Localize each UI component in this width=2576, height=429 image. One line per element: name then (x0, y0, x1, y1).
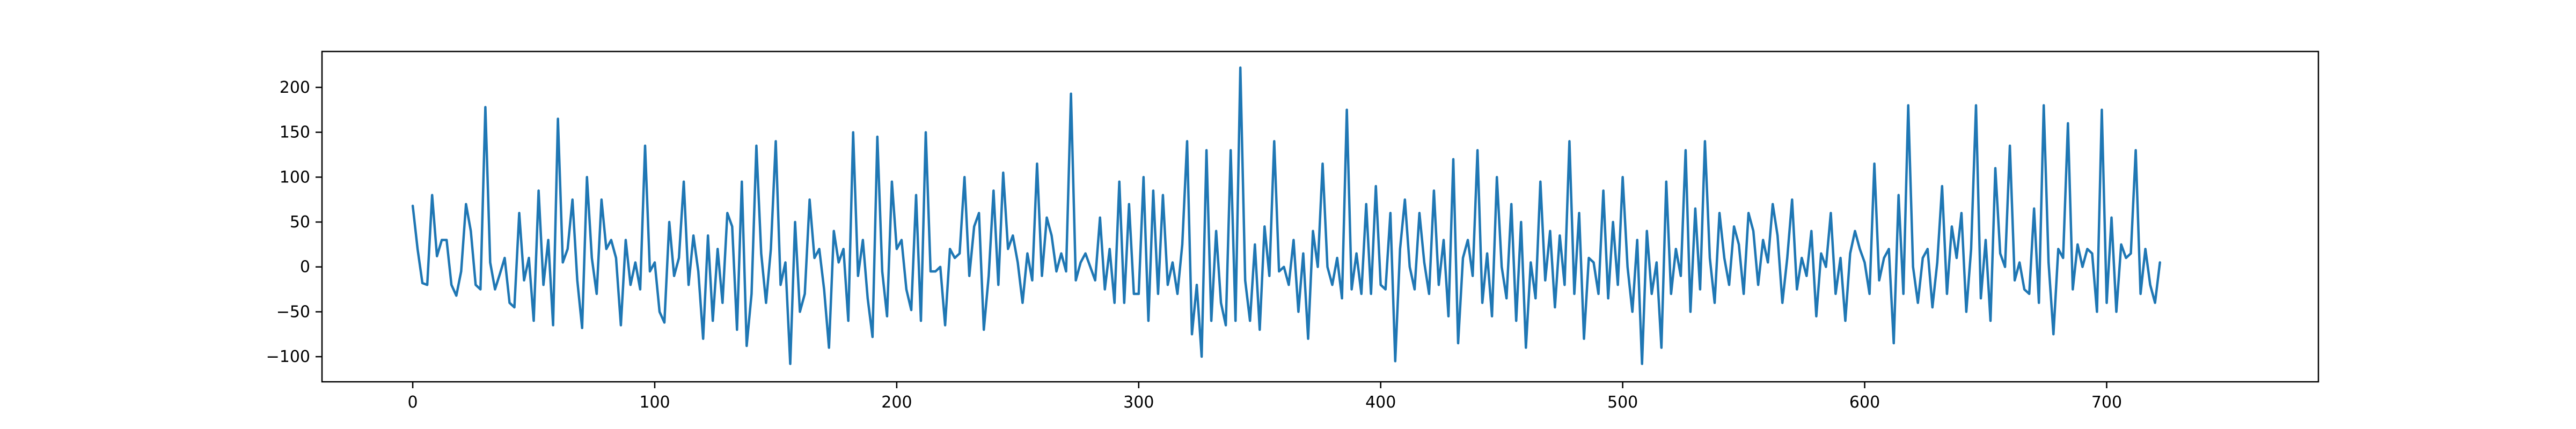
y-tick-label: −50 (276, 302, 310, 321)
y-tick-label: 200 (280, 78, 310, 97)
x-tick-label: 100 (639, 393, 670, 412)
x-tick-label: 600 (1849, 393, 1880, 412)
y-axis: −100 −50 0 50 100 150 200 (266, 78, 322, 366)
x-tick-label: 700 (2091, 393, 2122, 412)
y-tick-label: 50 (290, 213, 310, 232)
y-tick-label: 150 (280, 123, 310, 142)
x-axis: 0 100 200 300 400 500 600 700 (408, 382, 2122, 412)
x-tick-label: 300 (1123, 393, 1154, 412)
y-tick-label: 0 (300, 258, 310, 277)
y-tick-label: 100 (280, 168, 310, 187)
x-tick-label: 0 (408, 393, 418, 412)
x-tick-label: 500 (1607, 393, 1638, 412)
series-line (411, 66, 2161, 365)
x-tick-label: 400 (1365, 393, 1396, 412)
x-tick-label: 200 (881, 393, 912, 412)
y-tick-label: −100 (266, 347, 310, 366)
